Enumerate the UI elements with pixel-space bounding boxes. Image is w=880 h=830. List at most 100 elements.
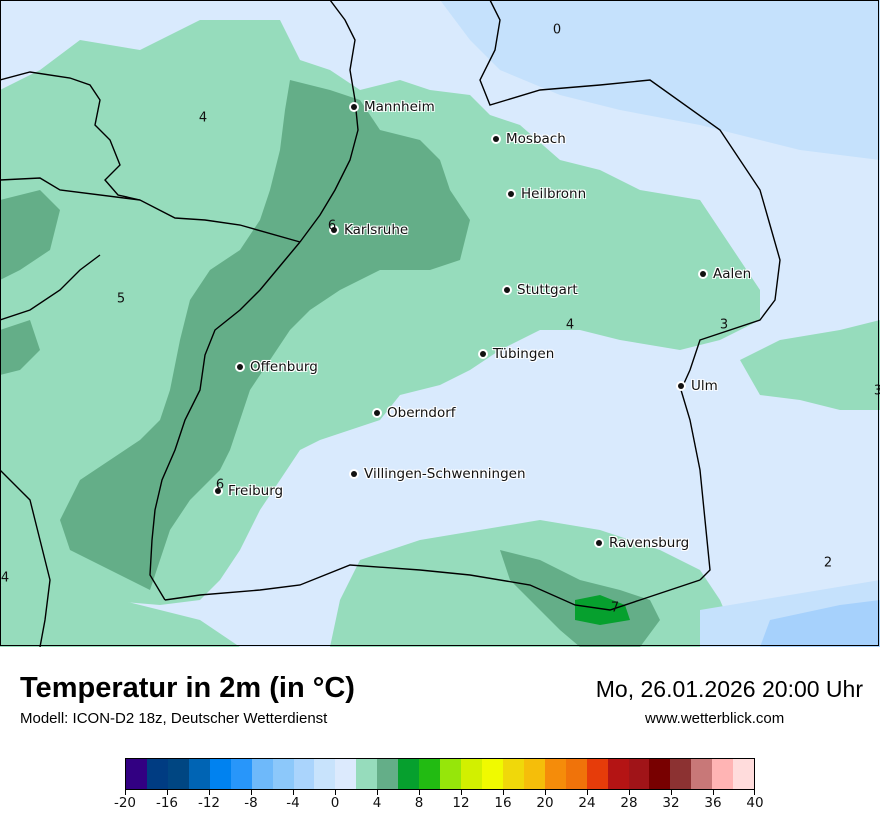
city-name: Offenburg [250,359,318,375]
colorbar-ticks: -20 -16 -12 -8 -4 0 4 8 12 16 20 24 28 32 36 40 [114,790,764,820]
colorbar-tick-label: 16 [494,795,512,811]
contour-value-label: 4 [198,110,208,126]
temperature-map[interactable]: Mannheim Mosbach Heilbronn Karlsruhe Aalen St… [0,0,880,647]
city-name: Mannheim [364,99,435,115]
city-marker[interactable]: Aalen [700,266,751,282]
colorbar-tick-label: -20 [113,795,137,811]
city-dot-icon [331,227,337,233]
colorbar-tick [545,790,546,795]
colorbar-segment [461,759,482,789]
colorbar-segment [712,759,734,789]
contour-value-label: 6 [215,477,225,493]
city-dot-icon [504,287,510,293]
colorbar-segment [209,759,231,789]
colorbar-tick [419,790,420,795]
forecast-datetime: Mo, 26.01.2026 20:00 Uhr [595,676,863,702]
colorbar-segment [502,759,524,789]
colorbar-segment [565,759,587,789]
colorbar-tick [587,790,588,795]
colorbar-tick [167,790,168,795]
city-marker[interactable]: Stuttgart [504,282,578,298]
colorbar-tick-label: 28 [620,795,638,811]
colorbar-tick-label: -8 [244,795,258,811]
city-name: Karlsruhe [344,222,409,238]
colorbar-segment [398,759,420,789]
colorbar-segment [440,759,461,789]
colorbar-tick-label: 24 [578,795,596,811]
city-dot-icon [351,471,357,477]
colorbar-tick [629,790,630,795]
colorbar-segment [481,759,503,789]
city-marker[interactable]: Heilbronn [508,186,586,202]
website-link[interactable]: www.wetterblick.com [645,710,785,727]
temperature-field [0,0,880,647]
city-name: Oberndorf [387,405,456,421]
colorbar-segment [733,759,755,789]
colorbar-tick-label: -16 [155,795,179,811]
colorbar-tick-label: -4 [286,795,300,811]
city-marker[interactable]: Freiburg [215,483,283,499]
contour-value-label: 3 [719,317,729,333]
city-name: Mosbach [506,131,566,147]
colorbar-segment [230,759,252,789]
colorbar-segment [586,759,608,789]
colorbar-tick [503,790,504,795]
colorbar-segment [356,759,378,789]
contour-value-label: 4 [0,570,10,586]
city-name: Ravensburg [609,535,690,551]
city-name: Villingen-Schwenningen [364,466,526,482]
city-name: Aalen [713,266,752,282]
colorbar-tick [461,790,462,795]
city-name: Freiburg [228,483,284,499]
colorbar-tick [125,790,126,795]
colorbar-segment [670,759,692,789]
colorbar-tick [209,790,210,795]
colorbar-segment [628,759,650,789]
city-dot-icon [237,364,243,370]
city-marker[interactable]: Offenburg [237,359,318,375]
colorbar-tick-label: 8 [414,795,424,811]
colorbar-segment [544,759,566,789]
city-dot-icon [351,104,357,110]
colorbar-tick [293,790,294,795]
colorbar-tick-label: 4 [372,795,382,811]
colorbar-tick-label: 32 [662,795,680,811]
colorbar-tick [671,790,672,795]
colorbar-segment [146,759,168,789]
contour-value-label: 4 [565,317,575,333]
city-dot-icon [700,271,706,277]
colorbar-tick [754,790,755,795]
city-dot-icon [596,540,602,546]
city-marker[interactable]: Mosbach [493,131,566,147]
colorbar-tick-label: 12 [452,795,470,811]
colorbar-segment [272,759,294,789]
colorbar-segment [251,759,273,789]
colorbar-segment [607,759,629,789]
colorbar-tick-label: 36 [704,795,722,811]
city-dot-icon [493,136,499,142]
colorbar-tick [377,790,378,795]
city-marker[interactable]: Oberndorf [374,405,456,421]
city-name: Ulm [691,378,718,394]
city-name: Heilbronn [521,186,587,202]
colorbar-segment [523,759,545,789]
chart-title: Temperatur in 2m (in °C) [20,672,355,704]
city-marker[interactable]: Villingen-Schwenningen [351,466,526,482]
city-marker[interactable]: Ulm [678,378,718,394]
city-marker[interactable]: Mannheim [351,99,435,115]
contour-value-label: 5 [116,291,126,307]
city-marker[interactable]: Ravensburg [596,535,689,551]
city-dot-icon [480,351,486,357]
colorbar-tick-label: 0 [330,795,340,811]
colorbar-tick-label: 20 [536,795,554,811]
colorbar-segment [377,759,399,789]
city-dot-icon [215,488,221,494]
temperature-colorbar [125,758,755,790]
colorbar-segment [167,759,189,789]
city-marker[interactable]: Karlsruhe [331,222,408,238]
colorbar-segment [335,759,357,789]
colorbar-segment [649,759,671,789]
city-name: Tübingen [493,346,555,362]
city-dot-icon [508,191,514,197]
city-marker[interactable]: Tübingen [480,346,554,362]
